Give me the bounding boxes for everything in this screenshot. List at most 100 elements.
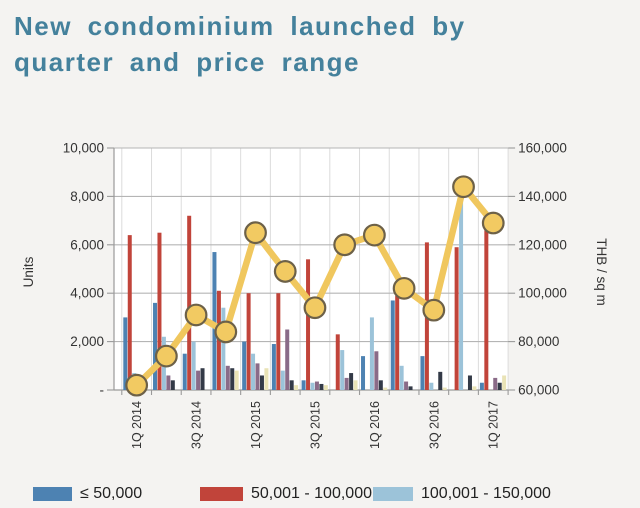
bar-100-001-150-000 <box>399 365 404 390</box>
bar-100-001-150-000 <box>310 382 315 390</box>
x-axis-tick-label: 1Q 2014 <box>130 401 144 449</box>
left-axis-title: Units <box>21 256 36 287</box>
bar-50-001-100-000 <box>454 247 459 390</box>
bar-unlabeled-cream <box>502 375 507 390</box>
bar-unlabeled-cream <box>353 380 358 390</box>
bar-unlabeled-cream <box>294 385 299 390</box>
bar-unlabeled-cream <box>442 387 447 390</box>
bar-100-001-150-000 <box>340 350 345 390</box>
bar-unlabeled-dark <box>259 375 264 390</box>
bar-50-001-100-000 <box>306 259 311 390</box>
bar-unlabeled-cream <box>264 368 269 390</box>
bar-100-001-150-000 <box>221 307 226 390</box>
bar-unlabeled-cream <box>323 385 328 390</box>
bar-unlabeled-dark <box>230 368 235 390</box>
price-line-marker <box>303 296 327 320</box>
bar-50-001-100-000 <box>335 334 340 390</box>
bar--50-000 <box>271 344 276 390</box>
price-line-marker <box>392 276 416 300</box>
left-axis-tick-label: 8,000 <box>70 189 104 204</box>
x-axis-tick-label: 1Q 2017 <box>487 401 501 449</box>
x-axis-tick-label: 1Q 2016 <box>368 401 382 449</box>
price-line-marker <box>273 260 297 283</box>
bar-unlabeled-mauve <box>344 377 349 390</box>
price-line-marker <box>333 233 357 257</box>
right-axis-tick-label: 160,000 <box>518 141 567 156</box>
bar-unlabeled-mauve <box>225 365 230 390</box>
price-line-marker <box>481 211 505 235</box>
legend-item-le-50000: ≤ 50,000 <box>33 484 142 504</box>
legend-item-100001-150000: 100,001 - 150,000 <box>373 484 551 504</box>
chart-title-line1: New condominium launched by <box>14 11 466 41</box>
bar-unlabeled-dark <box>289 380 294 390</box>
legend-item-50001-100000: 50,001 - 100,000 <box>200 484 372 504</box>
right-axis-tick-label: 60,000 <box>518 383 559 398</box>
bar-unlabeled-mauve <box>255 363 260 390</box>
bar-unlabeled-mauve <box>374 351 379 390</box>
left-axis-tick-label: 4,000 <box>70 286 104 301</box>
bar-100-001-150-000 <box>459 198 464 390</box>
price-line-marker <box>422 298 446 322</box>
bar--50-000 <box>182 353 187 390</box>
bar-100-001-150-000 <box>280 370 285 390</box>
bar-unlabeled-mauve <box>314 381 319 390</box>
bar-unlabeled-cream <box>383 387 388 390</box>
x-axis-tick-label: 3Q 2015 <box>308 401 322 449</box>
bar--50-000 <box>123 317 128 390</box>
chart-title: New condominium launched by quarter and … <box>14 8 626 80</box>
bar-100-001-150-000 <box>369 317 374 390</box>
price-line-marker <box>125 373 149 397</box>
bar-unlabeled-mauve <box>493 377 498 390</box>
left-axis-tick-label: - <box>100 383 105 398</box>
right-axis-tick-label: 80,000 <box>518 334 559 349</box>
bar-unlabeled-mauve <box>285 329 290 390</box>
x-axis-tick-label: 3Q 2016 <box>427 401 441 449</box>
bar--50-000 <box>390 300 395 390</box>
legend-swatch-lightblue <box>373 487 413 501</box>
bar-50-001-100-000 <box>395 295 400 390</box>
bar-unlabeled-cream <box>472 386 477 390</box>
bar--50-000 <box>301 380 306 390</box>
bar-unlabeled-mauve <box>196 370 201 390</box>
bar-100-001-150-000 <box>429 382 434 390</box>
bar-50-001-100-000 <box>484 230 489 390</box>
bar-50-001-100-000 <box>246 293 251 390</box>
bar-50-001-100-000 <box>187 215 192 390</box>
bar-unlabeled-dark <box>378 380 383 390</box>
price-line-marker <box>154 344 178 368</box>
right-axis-tick-label: 120,000 <box>518 237 567 252</box>
bar-unlabeled-dark <box>438 371 443 390</box>
x-axis-tick-label: 1Q 2015 <box>249 401 263 449</box>
price-line-marker <box>244 221 267 245</box>
bar-unlabeled-dark <box>408 386 413 390</box>
left-axis-tick-label: 6,000 <box>70 237 104 252</box>
bar-50-001-100-000 <box>127 235 132 390</box>
bar-unlabeled-dark <box>319 383 324 390</box>
bar--50-000 <box>420 356 425 390</box>
bar--50-000 <box>479 382 484 390</box>
bar-unlabeled-dark <box>497 382 502 390</box>
bar-unlabeled-mauve <box>404 381 409 390</box>
legend-swatch-red <box>200 487 243 501</box>
x-axis-tick-label: 3Q 2014 <box>190 401 204 449</box>
bar--50-000 <box>153 302 158 390</box>
right-axis-tick-label: 140,000 <box>518 189 567 204</box>
bar--50-000 <box>212 252 217 390</box>
bar-50-001-100-000 <box>276 293 281 390</box>
bar-100-001-150-000 <box>191 341 196 390</box>
legend-label: 50,001 - 100,000 <box>251 485 372 502</box>
chart-title-line2: quarter and price range <box>14 47 360 77</box>
bar-unlabeled-cream <box>234 370 239 390</box>
right-axis-tick-label: 100,000 <box>518 286 567 301</box>
price-line-marker <box>362 223 386 247</box>
price-line-marker <box>452 175 475 199</box>
price-line-marker <box>184 303 208 327</box>
left-axis-tick-label: 10,000 <box>63 141 104 156</box>
left-axis-tick-label: 2,000 <box>70 334 104 349</box>
legend-label: ≤ 50,000 <box>80 485 143 502</box>
bar-unlabeled-mauve <box>166 375 171 390</box>
bar-unlabeled-dark <box>200 368 205 390</box>
right-axis-title: THB / sq m <box>594 238 609 306</box>
